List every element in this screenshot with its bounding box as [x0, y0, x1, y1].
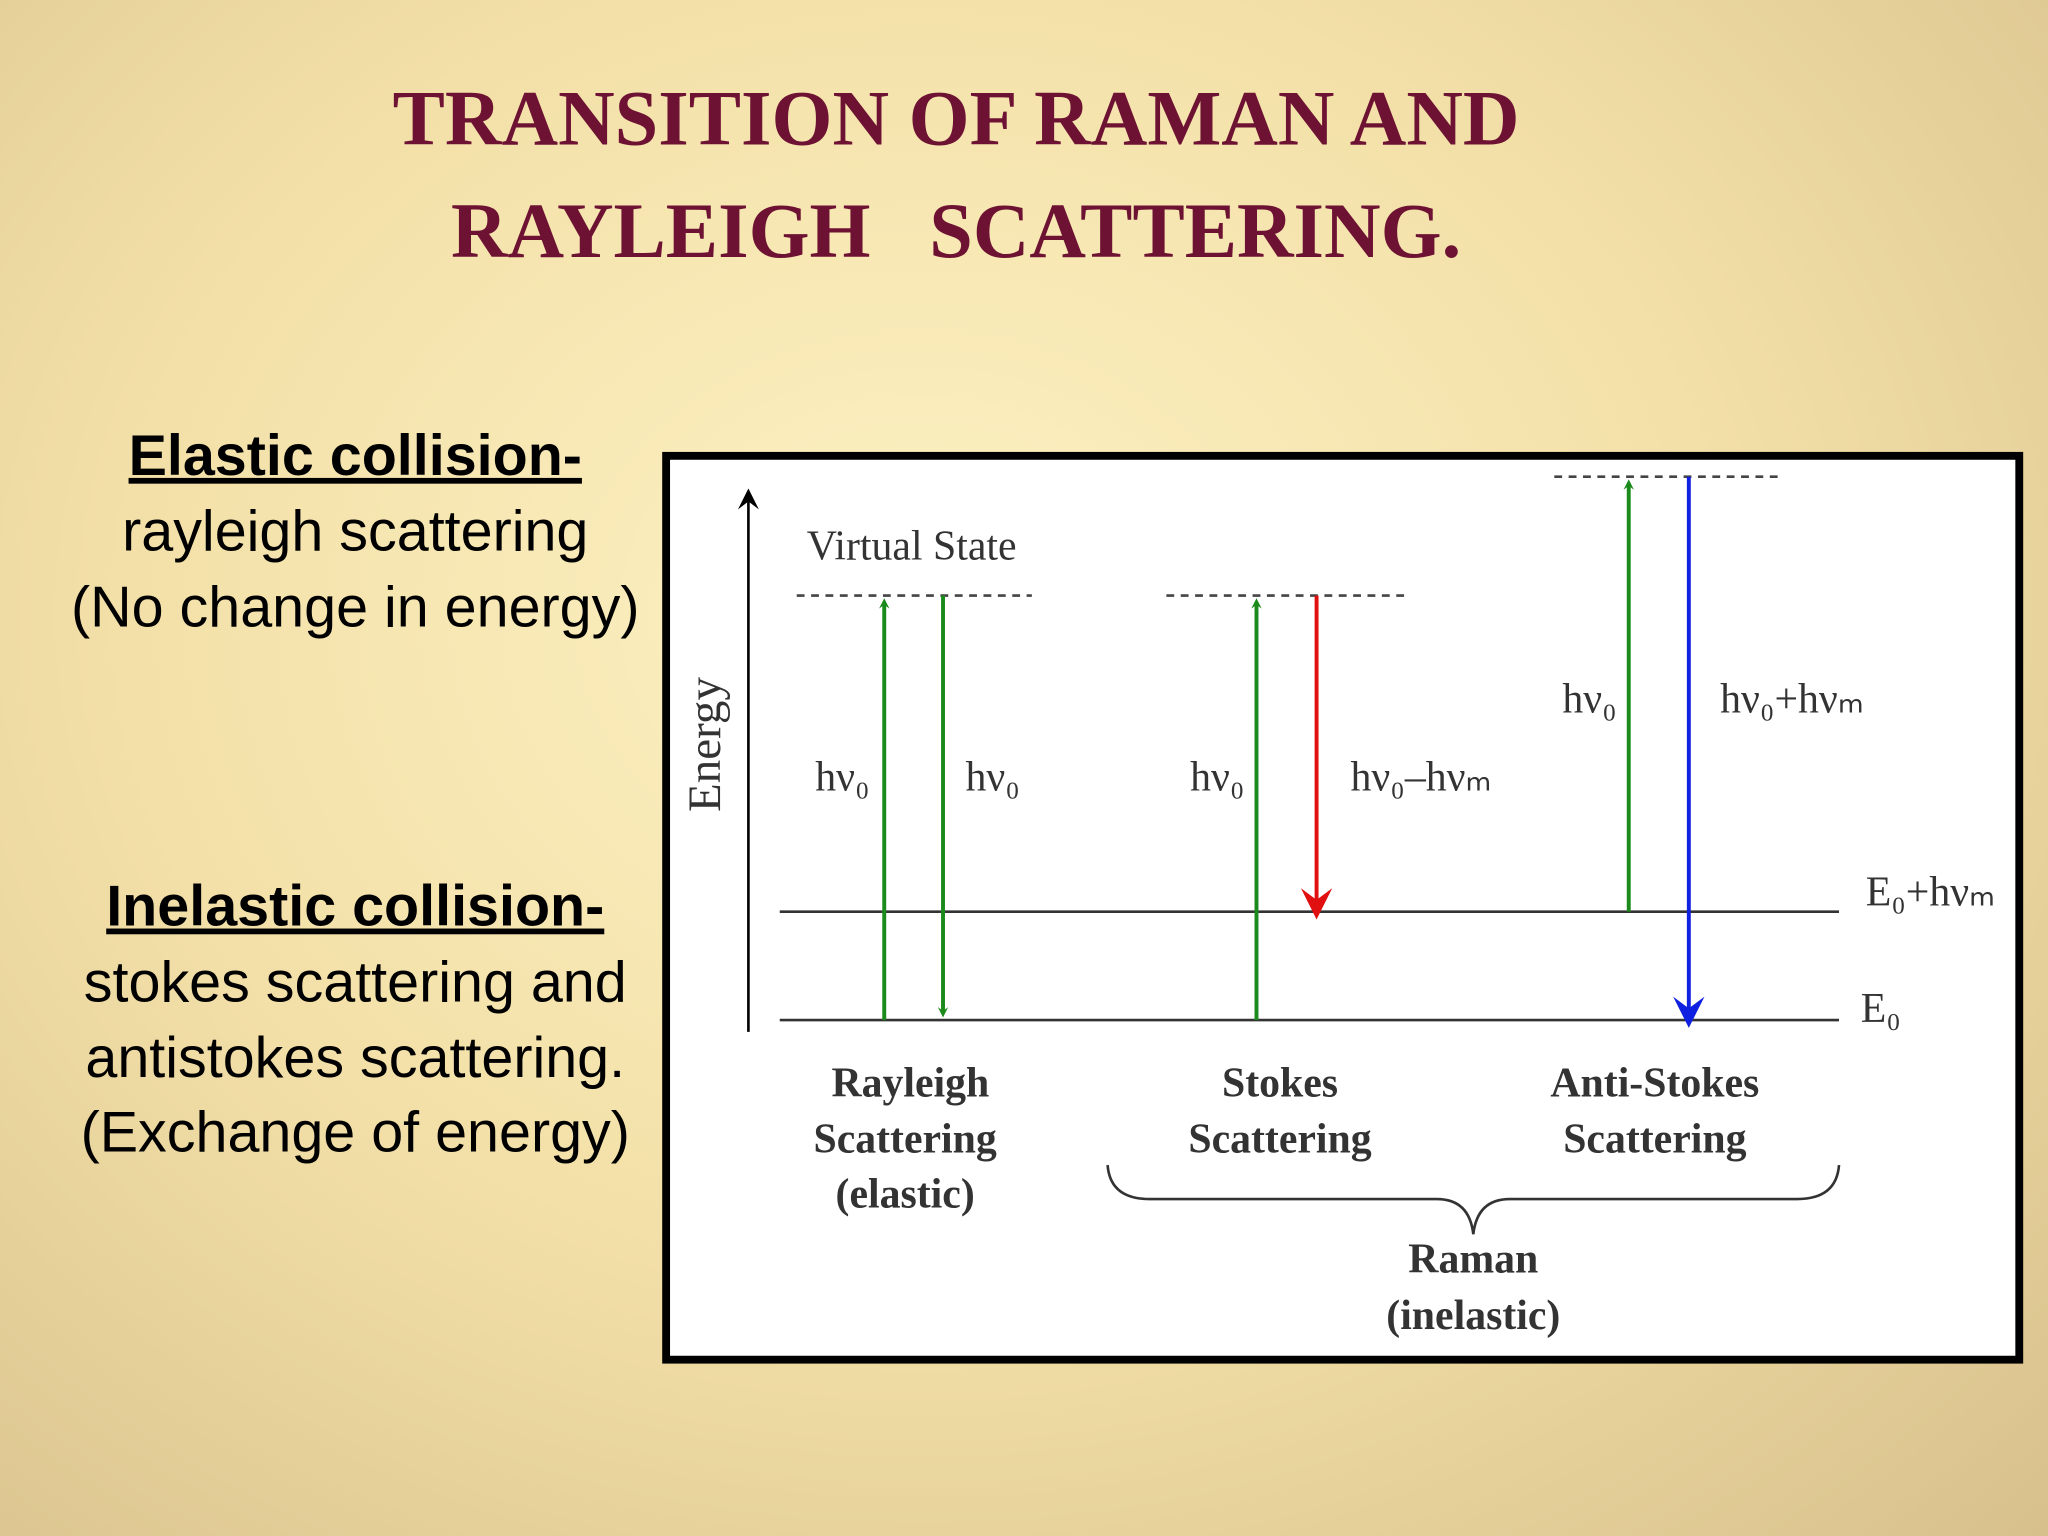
transitions: [879, 476, 1705, 1028]
group-label: Anti-Stokes: [1550, 1060, 1759, 1106]
diagram: Energy Virtual State E₀+hνₘ E₀ hν₀ hν₀ h…: [662, 451, 2024, 1364]
diagram-frame: [662, 451, 2024, 1364]
title-line: TRANSITION OF RAMAN AND: [393, 75, 1520, 162]
group-label: Scattering: [1188, 1116, 1371, 1162]
group-label: Scattering: [1563, 1116, 1746, 1162]
inelastic-heading: Inelastic collision-: [106, 875, 604, 939]
group-label: Stokes: [1222, 1060, 1338, 1106]
raman-brace: [1106, 1164, 1841, 1235]
transition-label: hν₀: [815, 755, 869, 801]
transition-label: hν₀–hνₘ: [1351, 755, 1492, 801]
elastic-line: (No change in energy): [71, 575, 639, 639]
title-line: RAYLEIGH SCATTERING.: [451, 187, 1461, 274]
transition-label: hν₀: [1562, 676, 1616, 722]
transition-label: hν₀: [965, 755, 1019, 801]
inelastic-line: antistokes scattering.: [85, 1026, 625, 1090]
axis-label: Energy: [679, 677, 731, 812]
transition-label: hν₀+hνₘ: [1720, 676, 1864, 722]
group-label: Rayleigh: [831, 1060, 989, 1106]
inelastic-line: stokes scattering and: [84, 950, 627, 1014]
group-label: (elastic): [836, 1171, 975, 1217]
raman-label: (inelastic): [1386, 1293, 1560, 1339]
raman-label: Raman: [1408, 1237, 1538, 1283]
level-label: E₀+hνₘ: [1866, 870, 1995, 916]
inelastic-line: (Exchange of energy): [81, 1100, 630, 1164]
group-label: Scattering: [813, 1116, 996, 1162]
virtual-levels: [796, 475, 1779, 597]
elastic-line: rayleigh scattering: [122, 500, 588, 564]
transition-label: hν₀: [1190, 755, 1244, 801]
elastic-heading: Elastic collision-: [129, 424, 582, 488]
virtual-state-label: Virtual State: [807, 523, 1017, 569]
level-label: E₀: [1861, 986, 1901, 1032]
